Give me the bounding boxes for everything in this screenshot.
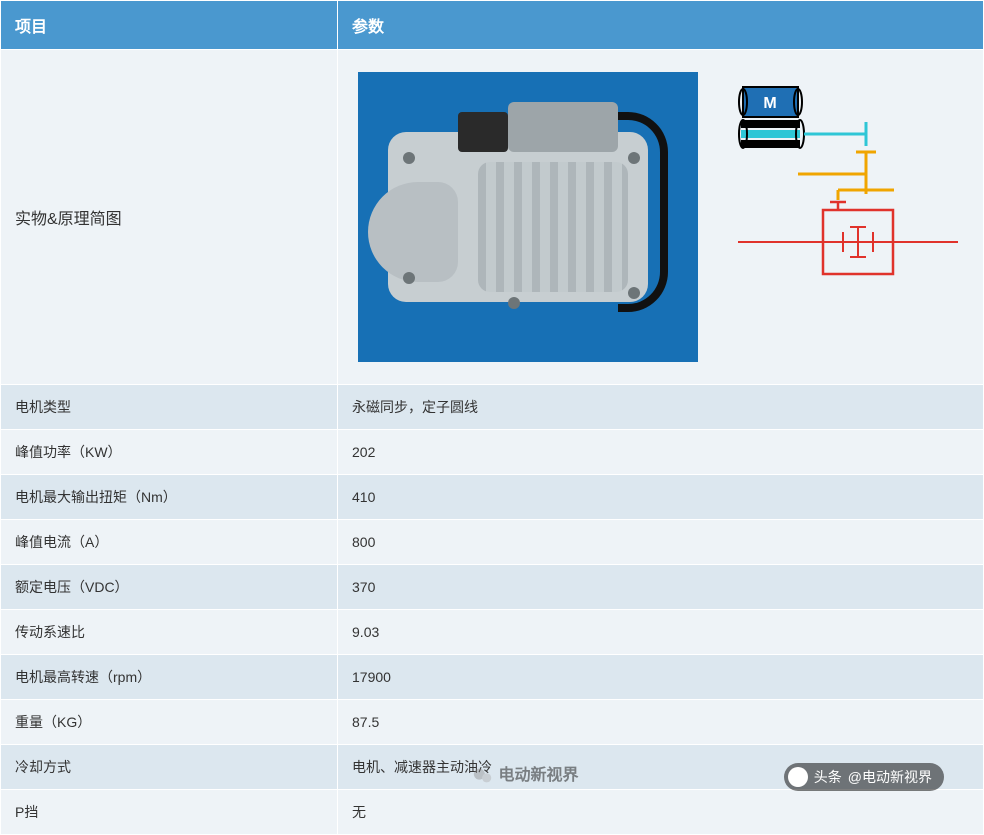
table-row: P挡无 — [1, 790, 984, 835]
header-param: 参数 — [338, 1, 984, 50]
row-label: P挡 — [1, 790, 338, 835]
table-row: 传动系速比9.03 — [1, 610, 984, 655]
table-row: 电机最高转速（rpm）17900 — [1, 655, 984, 700]
row-label: 电机最高转速（rpm） — [1, 655, 338, 700]
table-row: 电机最大输出扭矩（Nm）410 — [1, 475, 984, 520]
row-label: 重量（KG） — [1, 700, 338, 745]
row-label: 传动系速比 — [1, 610, 338, 655]
image-row-content: M — [338, 50, 984, 385]
row-value: 800 — [338, 520, 984, 565]
motor-label: M — [763, 95, 776, 112]
row-value: 87.5 — [338, 700, 984, 745]
row-value: 电机、减速器主动油冷 — [338, 745, 984, 790]
table-row: 电机类型永磁同步，定子圆线 — [1, 385, 984, 430]
row-value: 无 — [338, 790, 984, 835]
row-label: 峰值电流（A） — [1, 520, 338, 565]
row-label: 电机类型 — [1, 385, 338, 430]
wechat-icon — [472, 765, 494, 787]
image-row: 实物&原理简图 — [1, 50, 984, 385]
table-row: 重量（KG）87.5 — [1, 700, 984, 745]
principle-schematic: M — [738, 82, 958, 302]
row-label: 额定电压（VDC） — [1, 565, 338, 610]
spec-table: 项目 参数 实物&原理简图 — [0, 0, 984, 835]
row-label: 电机最大输出扭矩（Nm） — [1, 475, 338, 520]
table-row: 峰值功率（KW）202 — [1, 430, 984, 475]
row-value: 410 — [338, 475, 984, 520]
product-photo — [358, 72, 698, 362]
row-value: 9.03 — [338, 610, 984, 655]
wechat-brand-text: 电动新视界 — [498, 767, 578, 784]
row-label: 峰值功率（KW） — [1, 430, 338, 475]
header-row: 项目 参数 — [1, 1, 984, 50]
row-value: 370 — [338, 565, 984, 610]
header-item: 项目 — [1, 1, 338, 50]
row-value: 永磁同步，定子圆线 — [338, 385, 984, 430]
wechat-watermark: 电动新视界 — [472, 761, 578, 787]
table-row: 峰值电流（A）800 — [1, 520, 984, 565]
row-value: 202 — [338, 430, 984, 475]
image-row-label: 实物&原理简图 — [1, 50, 338, 385]
row-value: 17900 — [338, 655, 984, 700]
row-label: 冷却方式 — [1, 745, 338, 790]
table-row: 额定电压（VDC）370 — [1, 565, 984, 610]
